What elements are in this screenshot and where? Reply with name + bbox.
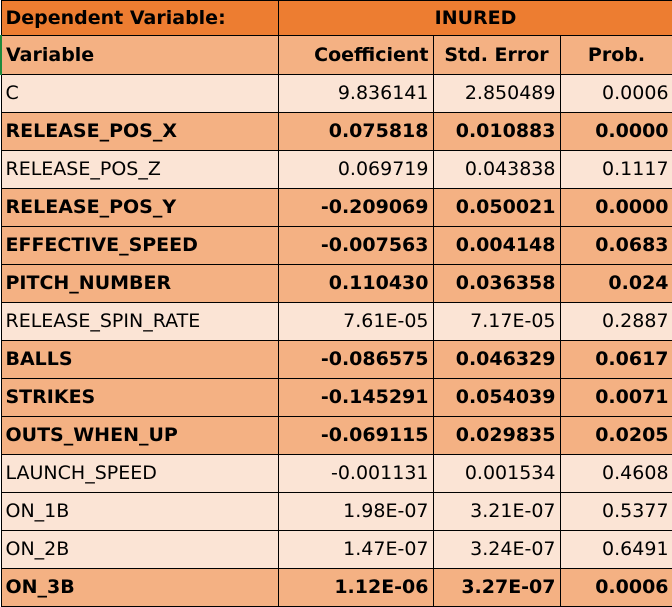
table-row: STRIKES -0.145291 0.054039 0.0071 <box>0 378 672 417</box>
table-row: RELEASE_POS_Y -0.209069 0.050021 0.0000 <box>0 188 672 227</box>
table-row: RELEASE_POS_Z 0.069719 0.043838 0.1117 <box>0 150 672 189</box>
cell-variable: RELEASE_SPIN_RATE <box>0 302 279 341</box>
cell-coefficient: -0.007563 <box>277 226 434 265</box>
cell-std-error: 7.17E-05 <box>432 302 561 341</box>
cell-prob: 0.0006 <box>559 74 672 113</box>
dependent-variable-value: INURED <box>277 0 672 36</box>
cell-variable: C <box>0 74 279 113</box>
cell-variable: PITCH_NUMBER <box>0 264 279 303</box>
cell-std-error: 2.850489 <box>432 74 561 113</box>
table-row: RELEASE_POS_X 0.075818 0.010883 0.0000 <box>0 112 672 151</box>
cell-coefficient: 0.075818 <box>277 112 434 151</box>
cell-prob: 0.0683 <box>559 226 672 265</box>
column-header-row: Variable Coefficient Std. Error Prob. <box>0 35 672 75</box>
cell-prob: 0.2887 <box>559 302 672 341</box>
cell-std-error: 0.043838 <box>432 150 561 189</box>
cell-coefficient: -0.001131 <box>277 454 434 493</box>
cell-std-error: 0.050021 <box>432 188 561 227</box>
cell-variable: ON_2B <box>0 530 279 569</box>
cell-variable: EFFECTIVE_SPEED <box>0 226 279 265</box>
cell-prob: 0.0071 <box>559 378 672 417</box>
cell-std-error: 0.010883 <box>432 112 561 151</box>
cell-std-error: 0.004148 <box>432 226 561 265</box>
table-row: RELEASE_SPIN_RATE 7.61E-05 7.17E-05 0.2887 <box>0 302 672 341</box>
dependent-variable-label: Dependent Variable: <box>0 0 279 36</box>
cell-std-error: 3.27E-07 <box>432 568 561 607</box>
cell-prob: 0.0000 <box>559 112 672 151</box>
column-header-std-error: Std. Error <box>432 35 561 75</box>
cell-std-error: 3.24E-07 <box>432 530 561 569</box>
cell-prob: 0.1117 <box>559 150 672 189</box>
cell-prob: 0.0205 <box>559 416 672 455</box>
cell-coefficient: 9.836141 <box>277 74 434 113</box>
cell-coefficient: 1.47E-07 <box>277 530 434 569</box>
cell-variable: ON_3B <box>0 568 279 607</box>
cell-prob: 0.0617 <box>559 340 672 379</box>
cell-variable: RELEASE_POS_Y <box>0 188 279 227</box>
cell-variable: BALLS <box>0 340 279 379</box>
cell-std-error: 0.046329 <box>432 340 561 379</box>
cell-variable: LAUNCH_SPEED <box>0 454 279 493</box>
column-header-variable: Variable <box>0 35 279 75</box>
table-row: C 9.836141 2.850489 0.0006 <box>0 74 672 113</box>
cell-coefficient: 7.61E-05 <box>277 302 434 341</box>
cell-variable: RELEASE_POS_Z <box>0 150 279 189</box>
table-row: LAUNCH_SPEED -0.001131 0.001534 0.4608 <box>0 454 672 493</box>
cell-variable: RELEASE_POS_X <box>0 112 279 151</box>
table-row: OUTS_WHEN_UP -0.069115 0.029835 0.0205 <box>0 416 672 455</box>
table-row: ON_3B 1.12E-06 3.27E-07 0.0006 <box>0 568 672 607</box>
cell-std-error: 3.21E-07 <box>432 492 561 531</box>
cell-prob: 0.6491 <box>559 530 672 569</box>
column-header-prob: Prob. <box>559 35 672 75</box>
cell-coefficient: -0.209069 <box>277 188 434 227</box>
cell-prob: 0.4608 <box>559 454 672 493</box>
cell-variable: ON_1B <box>0 492 279 531</box>
cell-variable: OUTS_WHEN_UP <box>0 416 279 455</box>
cell-coefficient: -0.086575 <box>277 340 434 379</box>
column-header-coefficient: Coefficient <box>277 35 434 75</box>
cell-std-error: 0.036358 <box>432 264 561 303</box>
table-row: EFFECTIVE_SPEED -0.007563 0.004148 0.0683 <box>0 226 672 265</box>
cell-variable: STRIKES <box>0 378 279 417</box>
table-row: ON_1B 1.98E-07 3.21E-07 0.5377 <box>0 492 672 531</box>
cell-prob: 0.5377 <box>559 492 672 531</box>
table-row: ON_2B 1.47E-07 3.24E-07 0.6491 <box>0 530 672 569</box>
cell-coefficient: -0.069115 <box>277 416 434 455</box>
cell-coefficient: 1.12E-06 <box>277 568 434 607</box>
cell-std-error: 0.029835 <box>432 416 561 455</box>
cell-prob: 0.024 <box>559 264 672 303</box>
cell-std-error: 0.001534 <box>432 454 561 493</box>
cell-coefficient: -0.145291 <box>277 378 434 417</box>
table-row: PITCH_NUMBER 0.110430 0.036358 0.024 <box>0 264 672 303</box>
cell-coefficient: 0.110430 <box>277 264 434 303</box>
table-row: BALLS -0.086575 0.046329 0.0617 <box>0 340 672 379</box>
cell-prob: 0.0006 <box>559 568 672 607</box>
cell-prob: 0.0000 <box>559 188 672 227</box>
dependent-variable-row: Dependent Variable: INURED <box>0 0 672 36</box>
cell-coefficient: 0.069719 <box>277 150 434 189</box>
cell-coefficient: 1.98E-07 <box>277 492 434 531</box>
cell-std-error: 0.054039 <box>432 378 561 417</box>
